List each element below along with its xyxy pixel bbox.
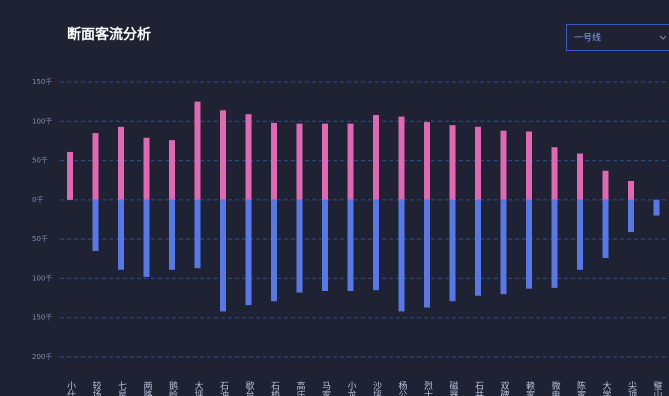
bar — [602, 170, 609, 200]
x-tick-label: 较场 — [91, 380, 102, 396]
bar — [526, 131, 532, 200]
bar — [628, 181, 634, 200]
bar — [526, 199, 532, 289]
x-tick-label: 小龙 — [346, 381, 357, 396]
x-tick-label: 大学 — [601, 380, 612, 396]
x-tick-label: 沙坪 — [371, 381, 382, 396]
bar — [628, 199, 634, 233]
line-dropdown[interactable]: 一号线 — [566, 24, 669, 51]
x-tick-label: 石井 — [473, 381, 484, 396]
x-tick-label: 石油 — [218, 381, 229, 396]
bar — [398, 116, 405, 200]
bar — [551, 147, 558, 200]
bar — [577, 153, 583, 200]
bar — [245, 199, 252, 306]
x-tick-label: 石桥 — [269, 381, 280, 396]
bar — [475, 199, 481, 296]
bar — [220, 199, 226, 312]
dropdown-box[interactable] — [566, 24, 669, 51]
x-tick-label: 璧山 — [652, 380, 663, 396]
y-tick-label: 50千 — [32, 234, 48, 243]
bar — [551, 199, 558, 288]
x-tick-label: 杨公 — [397, 380, 408, 396]
bar — [67, 151, 73, 200]
bar — [347, 199, 354, 291]
bar — [296, 199, 303, 293]
bar — [92, 199, 99, 251]
bar — [577, 199, 583, 270]
x-tick-label: 磁器 — [448, 380, 459, 396]
x-tick-label: 尖顶 — [626, 380, 637, 396]
y-tick-label: 50千 — [32, 156, 48, 165]
x-tick-label: 双碑 — [499, 381, 510, 396]
bar — [653, 199, 660, 216]
bar — [245, 114, 252, 200]
bar — [143, 199, 150, 277]
bar — [169, 199, 175, 270]
bar — [92, 133, 99, 200]
bar — [449, 125, 456, 200]
bar — [347, 123, 354, 200]
x-tick-label: 赖家 — [524, 381, 535, 396]
bar — [373, 199, 379, 291]
x-tick-label: 大坪 — [193, 380, 204, 396]
bar — [143, 137, 150, 200]
bar — [602, 199, 609, 258]
bar — [118, 199, 124, 270]
y-tick-label: 100千 — [32, 273, 52, 282]
bar — [220, 110, 226, 200]
x-tick-label: 两路 — [142, 381, 153, 396]
bar — [449, 199, 456, 302]
y-tick-label: 150千 — [32, 313, 52, 322]
bar — [424, 199, 430, 308]
x-tick-label: 高庄 — [295, 380, 306, 396]
bar — [271, 199, 277, 302]
y-tick-label: 150千 — [32, 77, 52, 86]
bar — [424, 122, 430, 200]
bar — [373, 115, 379, 200]
y-tick-label: 200千 — [32, 352, 52, 361]
y-tick-label: 100千 — [32, 116, 52, 125]
bar — [322, 123, 328, 200]
bar — [322, 199, 328, 291]
dropdown-label[interactable]: 一号线 — [574, 32, 601, 44]
x-tick-label: 鹅岭 — [167, 380, 178, 396]
x-tick-label: 微电 — [550, 380, 561, 396]
y-tick-label: 0千 — [32, 195, 43, 204]
bar — [194, 199, 201, 269]
panel-title: 断面客流分析 — [67, 26, 151, 43]
bar — [296, 123, 303, 200]
x-tick-label: 马家 — [320, 381, 331, 396]
x-tick-label: 七星 — [116, 381, 127, 396]
x-tick-label: 陈家 — [575, 380, 586, 396]
x-tick-label: 小什 — [65, 381, 76, 396]
bar — [500, 130, 507, 200]
bar — [169, 140, 175, 200]
bar — [398, 199, 405, 312]
x-tick-label: 歇台 — [244, 380, 255, 396]
bar — [118, 126, 124, 200]
bar — [500, 199, 507, 295]
x-tick-label: 烈士 — [422, 381, 433, 396]
bar — [194, 101, 201, 200]
bar — [475, 126, 481, 200]
bar — [271, 122, 277, 200]
dropdown-arrow[interactable] — [659, 35, 667, 40]
